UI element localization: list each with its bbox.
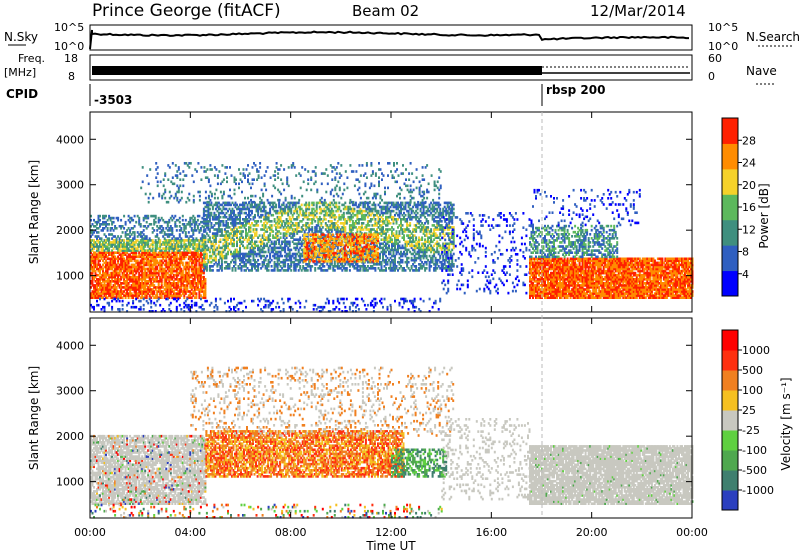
colorbar-segment xyxy=(722,430,738,451)
nsky-tick-top: 10^5 xyxy=(54,21,84,34)
cpid-value-2: rbsp 200 xyxy=(546,83,605,97)
nsky-trace xyxy=(90,30,689,49)
freq-tick-bottom: 8 xyxy=(68,70,75,83)
freq-panel: Freq. [MHz] 18 8 60 0 Nave xyxy=(4,52,777,84)
colorbar-tick-label: -25 xyxy=(742,424,760,437)
ytick-label: 2000 xyxy=(56,224,84,237)
colorbar-segment xyxy=(722,330,738,351)
freq-bar xyxy=(92,66,542,75)
nsky-panel: N.Sky 10^5 10^0 10^5 10^0 N.Search xyxy=(4,21,800,53)
xtick-label: 00:00 xyxy=(74,526,106,539)
colorbar-segment xyxy=(722,245,738,271)
power-colorbar: 4 8 12 16 20 24 28 xyxy=(722,118,756,297)
power-ylabel: Slant Range [km] xyxy=(27,160,41,264)
velocity-ylabel: Slant Range [km] xyxy=(27,366,41,470)
colorbar-segment xyxy=(722,490,738,511)
colorbar-segment xyxy=(722,118,738,144)
colorbar-segment xyxy=(722,470,738,491)
colorbar-tick-label: 24 xyxy=(742,157,756,170)
velocity-cells xyxy=(90,367,694,519)
ytick-label: 1000 xyxy=(56,270,84,283)
ytick-label: 4000 xyxy=(56,339,84,352)
xtick-label: 08:00 xyxy=(275,526,307,539)
colorbar-tick-label: 8 xyxy=(742,246,749,259)
colorbar-segment xyxy=(722,194,738,220)
colorbar-segment xyxy=(722,370,738,391)
colorbar-tick-label: 100 xyxy=(742,384,763,397)
cpid-row: CPID -3503 rbsp 200 xyxy=(6,83,605,107)
ytick-label: 1000 xyxy=(56,476,84,489)
cpid-label: CPID xyxy=(6,87,38,101)
freq-label-line2: [MHz] xyxy=(4,66,36,79)
colorbar-segment xyxy=(722,410,738,431)
power-colorbar-label: Power [dB] xyxy=(757,183,771,248)
colorbar-segment xyxy=(722,390,738,411)
colorbar-tick-label: 500 xyxy=(742,364,763,377)
velocity-colorbar-label: Velocity [m s⁻¹] xyxy=(779,377,793,470)
xaxis-label: Time UT xyxy=(365,539,416,553)
nave-tick-bottom: 0 xyxy=(708,70,715,83)
colorbar-tick-label: 4 xyxy=(742,268,749,281)
xtick-label: 00:00 xyxy=(676,526,708,539)
velocity-panel xyxy=(90,318,694,519)
colorbar-tick-label: 28 xyxy=(742,134,756,147)
cpid-value-1: -3503 xyxy=(94,93,132,107)
freq-tick-top: 18 xyxy=(64,52,78,65)
nsearch-tick-top: 10^5 xyxy=(708,21,738,34)
power-panel xyxy=(90,112,694,313)
nave-label: Nave xyxy=(746,64,777,78)
colorbar-tick-label: -100 xyxy=(742,444,767,457)
beam-title: Beam 02 xyxy=(352,2,419,20)
nave-tick-top: 60 xyxy=(708,52,722,65)
velocity-colorbar: 1000 500 100 25 -25 -100 -500 -1000 xyxy=(722,330,774,511)
xtick-label: 04:00 xyxy=(174,526,206,539)
xtick-label: 16:00 xyxy=(475,526,507,539)
freq-label-line1: Freq. xyxy=(18,52,45,65)
colorbar-tick-label: 20 xyxy=(742,179,756,192)
colorbar-segment xyxy=(722,271,738,297)
colorbar-tick-label: 16 xyxy=(742,201,756,214)
colorbar-segment xyxy=(722,169,738,195)
date-title: 12/Mar/2014 xyxy=(590,2,686,20)
ytick-label: 3000 xyxy=(56,385,84,398)
colorbar-segment xyxy=(722,220,738,246)
colorbar-segment xyxy=(722,450,738,471)
colorbar-tick-label: 25 xyxy=(742,404,756,417)
colorbar-segment xyxy=(722,350,738,371)
nsearch-label: N.Search xyxy=(746,30,800,44)
colorbar-tick-label: 1000 xyxy=(742,344,770,357)
colorbar-tick-label: -1000 xyxy=(742,484,774,497)
xtick-label: 20:00 xyxy=(576,526,608,539)
power-cells xyxy=(90,162,694,313)
ytick-label: 3000 xyxy=(56,179,84,192)
station-title: Prince George (fitACF) xyxy=(92,1,281,21)
ytick-label: 2000 xyxy=(56,430,84,443)
nsky-label: N.Sky xyxy=(4,30,38,44)
ytick-label: 4000 xyxy=(56,133,84,146)
colorbar-tick-label: -500 xyxy=(742,464,767,477)
colorbar-tick-label: 12 xyxy=(742,223,756,236)
colorbar-segment xyxy=(722,143,738,169)
xtick-label: 12:00 xyxy=(375,526,407,539)
